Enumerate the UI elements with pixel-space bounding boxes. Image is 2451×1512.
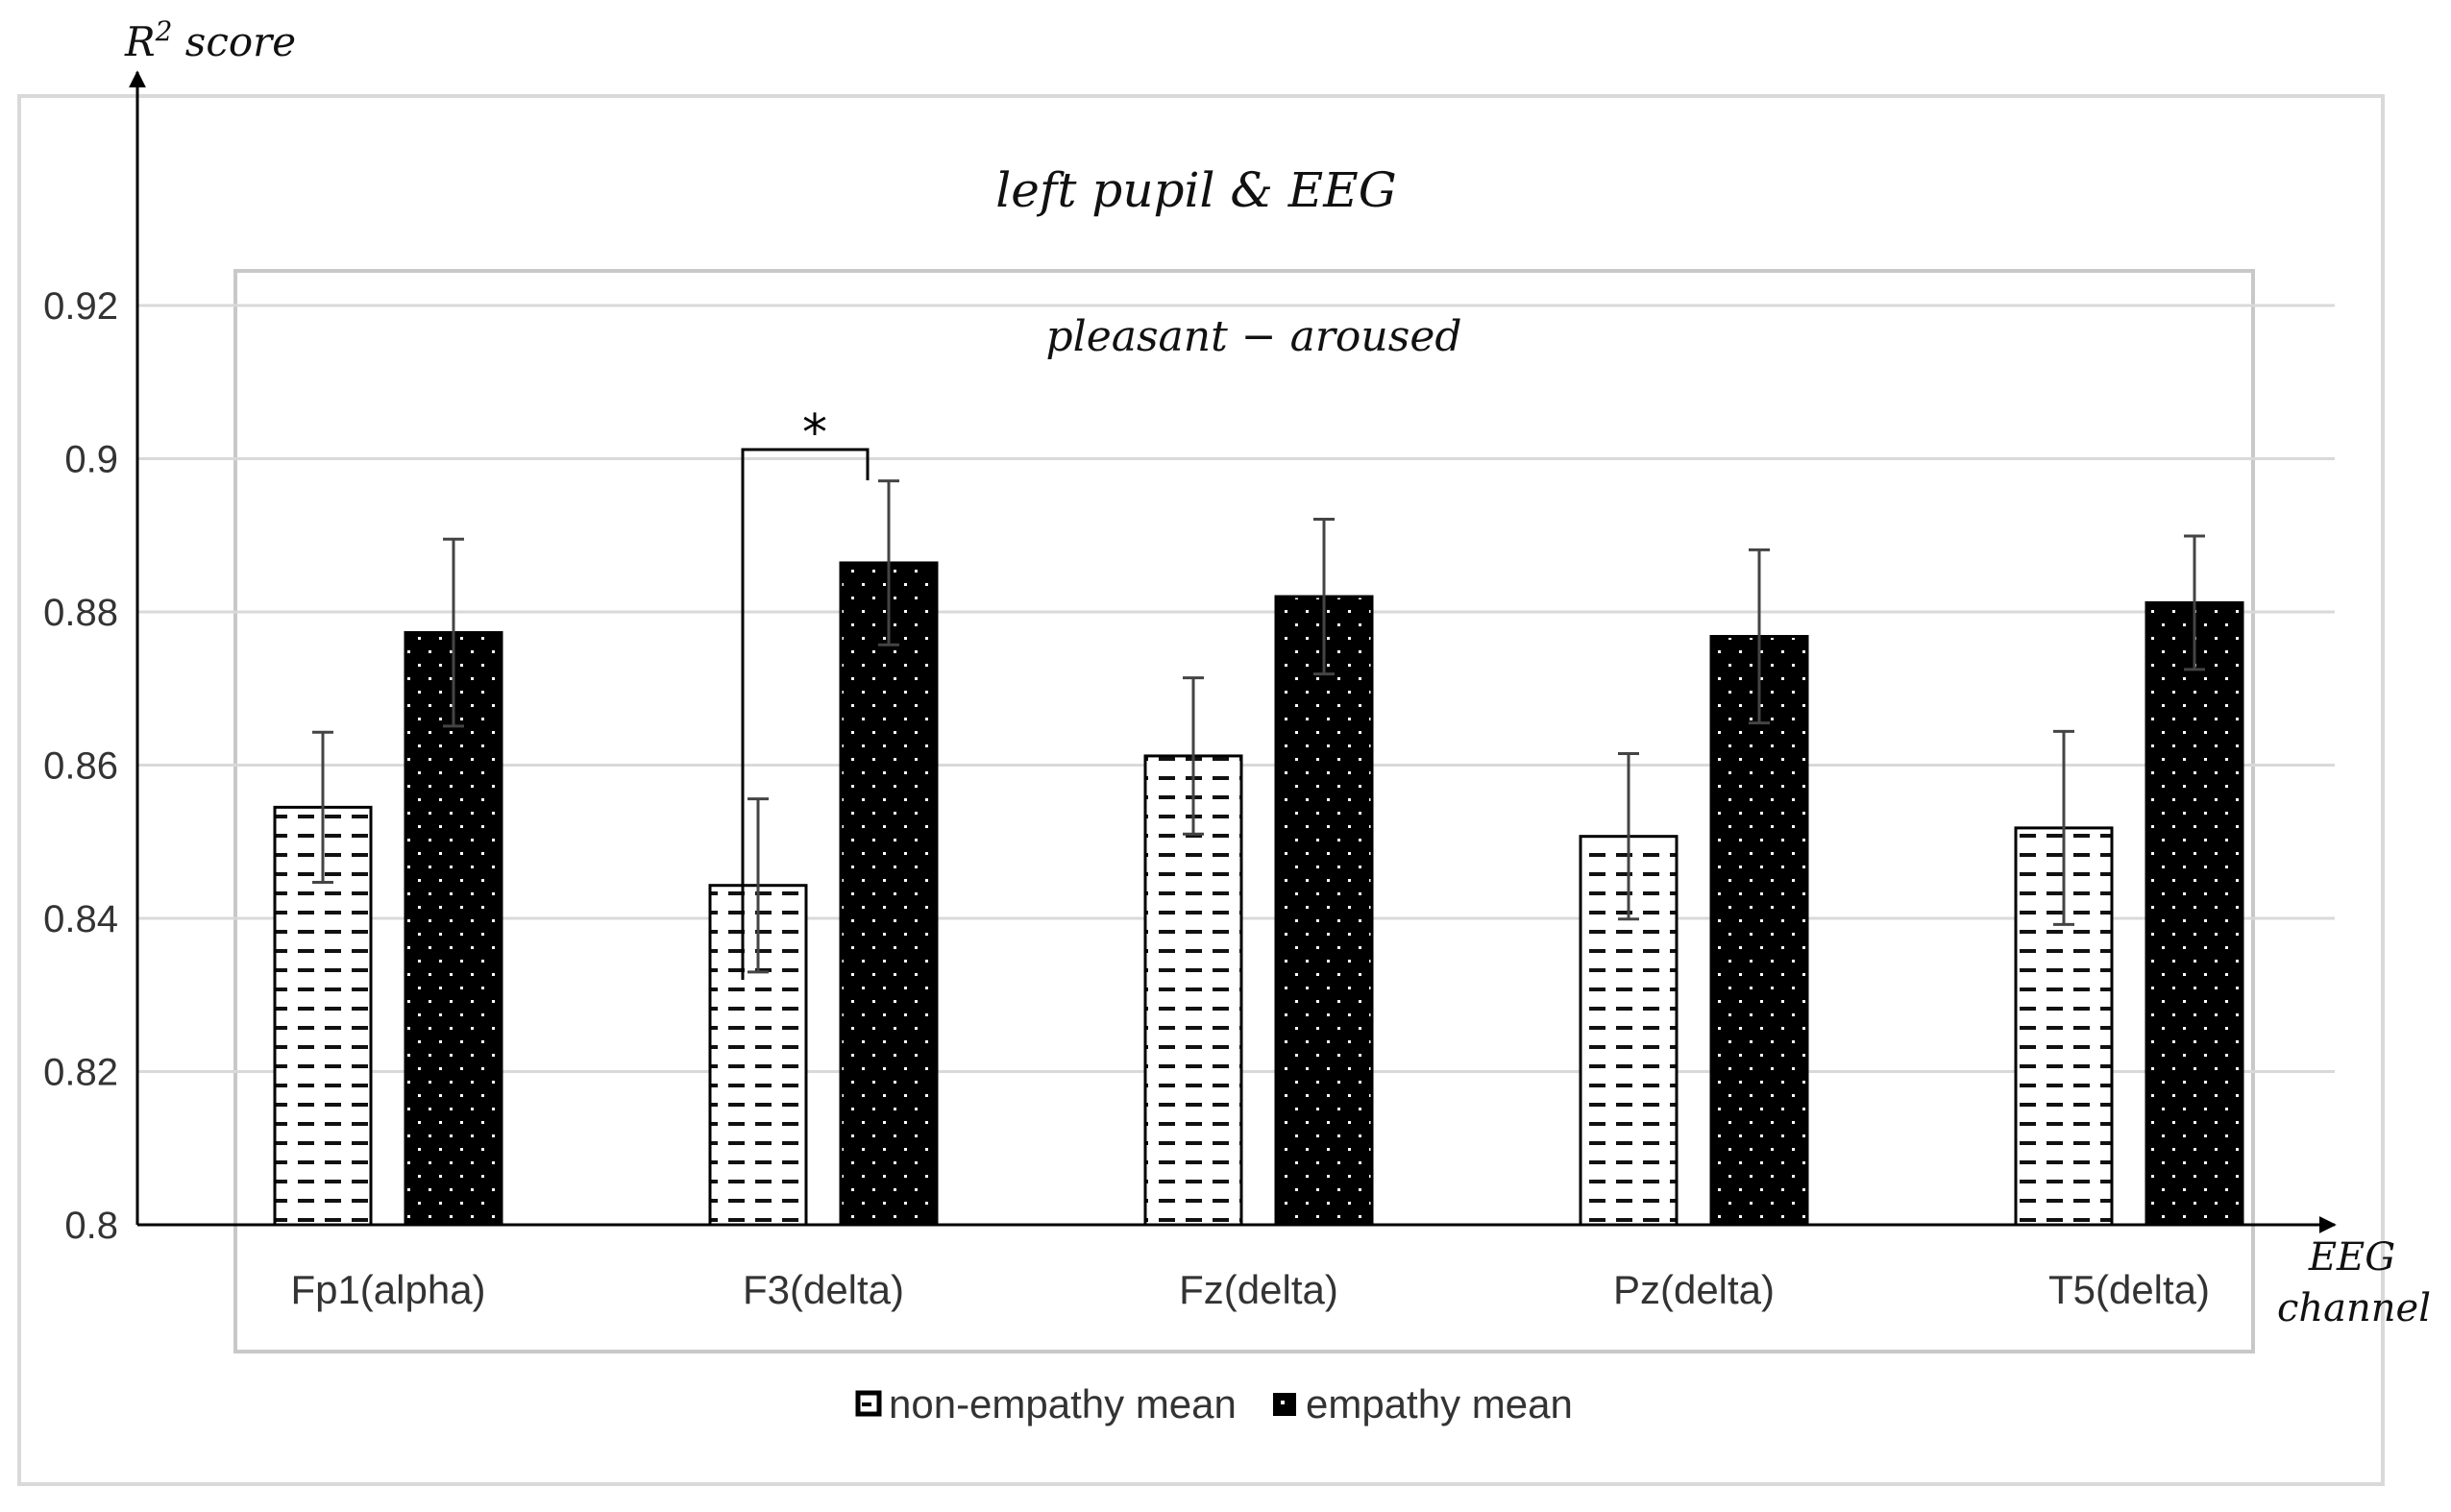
legend-swatch-empathy-dot (1281, 1401, 1285, 1404)
y-tick-labels: 0.8 0.82 0.84 0.86 0.88 0.9 0.92 (43, 285, 118, 1247)
y-tick-label: 0.82 (43, 1052, 118, 1094)
x-tick-label: F3(delta) (743, 1267, 904, 1312)
significance-star: * (802, 404, 827, 462)
x-axis-label-line2: channel (2277, 1286, 2431, 1330)
x-tick-label: Fp1(alpha) (290, 1267, 485, 1312)
chart-subtitle: pleasant − aroused (1045, 312, 1461, 361)
y-axis-label: R2 score (124, 15, 296, 65)
bars (273, 561, 2244, 1227)
chart-title: left pupil & EEG (995, 162, 1397, 218)
y-tick-label: 0.92 (43, 285, 118, 328)
legend-label-non-empathy: non-empathy mean (889, 1381, 1237, 1427)
x-axis-label-line1: EEG (2308, 1235, 2395, 1280)
x-tick-label: Pz(delta) (1613, 1267, 1775, 1312)
bar-empathy (1709, 635, 1809, 1227)
bar-non-empathy (273, 805, 373, 1227)
gridlines (137, 304, 2335, 1073)
legend: non-empathy mean empathy mean (855, 1381, 1573, 1427)
bar-empathy (404, 631, 503, 1227)
bar-empathy (2145, 600, 2244, 1227)
x-tick-label: Fz(delta) (1179, 1267, 1338, 1312)
x-tick-label: T5(delta) (2048, 1267, 2210, 1312)
error-bars (312, 479, 2205, 974)
bar-empathy (1274, 595, 1374, 1227)
y-axis-label-sup: 2 (155, 15, 173, 47)
y-axis-label-main: R (124, 18, 156, 65)
y-axis-label-rest: score (172, 18, 296, 65)
legend-swatch-non-empathy-dash (862, 1402, 871, 1406)
significance-bracket (741, 448, 870, 980)
plot-frame (233, 269, 2255, 1353)
y-tick-label: 0.9 (64, 439, 118, 481)
y-tick-label: 0.84 (43, 898, 118, 940)
x-tick-labels: Fp1(alpha) F3(delta) Fz(delta) Pz(delta) T5(… (290, 1267, 2210, 1312)
y-tick-label: 0.88 (43, 592, 118, 634)
outer-frame (17, 94, 2385, 1486)
y-tick-label: 0.8 (64, 1205, 118, 1247)
legend-label-empathy: empathy mean (1306, 1381, 1573, 1427)
bar-empathy (839, 561, 939, 1227)
y-tick-label: 0.86 (43, 745, 118, 788)
